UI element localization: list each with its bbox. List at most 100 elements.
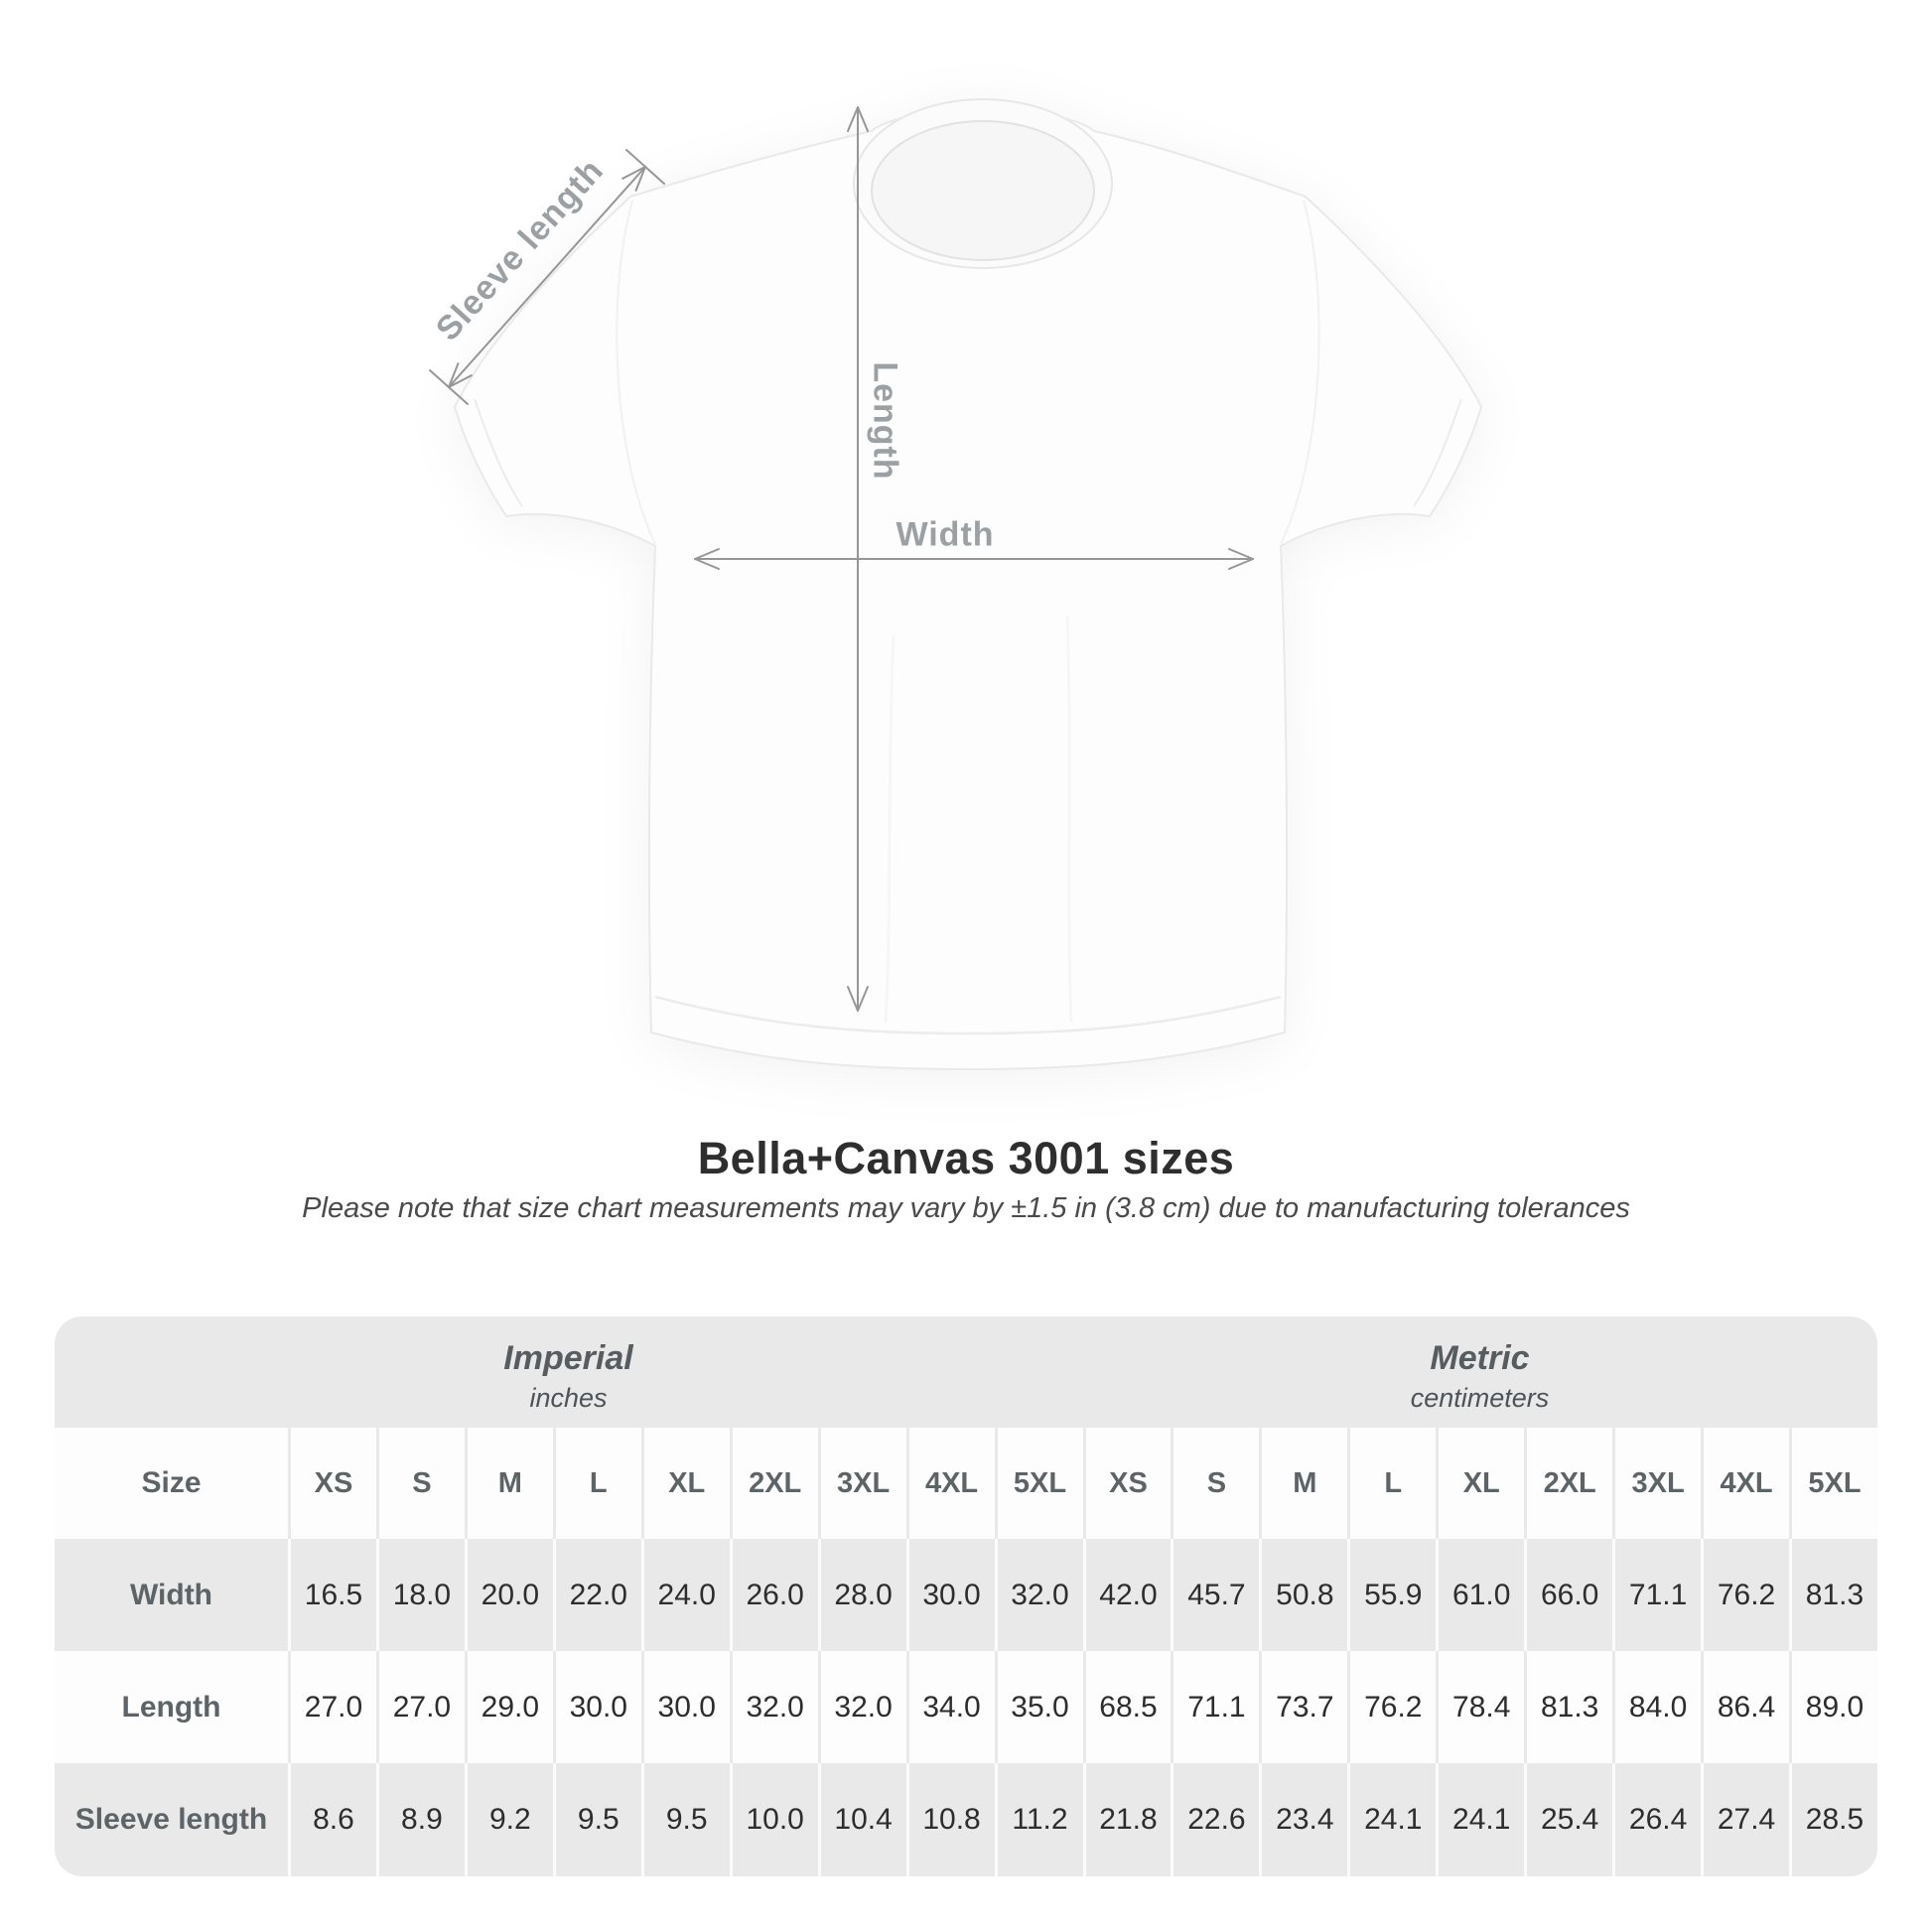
size-column-header: 5XL [994, 1428, 1083, 1539]
table-cell: 86.4 [1701, 1651, 1789, 1763]
table-cell: 68.5 [1082, 1651, 1172, 1763]
sleeve-metric-values: 21.8 22.6 23.4 24.1 24.1 25.4 26.4 27.4 28.5 [1082, 1763, 1878, 1876]
size-column-header: 5XL [1789, 1428, 1877, 1539]
table-cell: 27.0 [375, 1651, 465, 1763]
table-cell: 81.3 [1789, 1539, 1877, 1651]
size-header-row: Size XS S M L XL 2XL 3XL 4XL 5XL XS S M L XL 2XL 3XL 4X… [55, 1428, 1877, 1539]
table-cell: 84.0 [1612, 1651, 1701, 1763]
table-cell: 45.7 [1171, 1539, 1259, 1651]
width-arrow [694, 548, 1254, 570]
table-cell: 24.1 [1347, 1763, 1436, 1876]
table-cell: 30.0 [905, 1539, 995, 1651]
size-column-header: 2XL [729, 1428, 818, 1539]
table-cell: 35.0 [994, 1651, 1083, 1763]
table-cell: 73.7 [1259, 1651, 1347, 1763]
table-cell: 20.0 [464, 1539, 553, 1651]
left-armhole-seam [616, 200, 656, 545]
table-cell: 42.0 [1082, 1539, 1172, 1651]
table-cell: 22.6 [1171, 1763, 1259, 1876]
page-title: Bella+Canvas 3001 sizes [697, 1133, 1235, 1183]
table-cell: 61.0 [1436, 1539, 1524, 1651]
size-column-header: M [1259, 1428, 1347, 1539]
size-column-header: 4XL [1701, 1428, 1789, 1539]
size-column-header: L [552, 1428, 641, 1539]
table-cell: 32.0 [729, 1651, 818, 1763]
row-label-width: Width [129, 1578, 213, 1611]
table-cell: 29.0 [464, 1651, 553, 1763]
metric-group-unit: centimeters [1410, 1382, 1550, 1413]
table-cell: 27.0 [288, 1651, 376, 1763]
table-cell: 81.3 [1524, 1651, 1612, 1763]
table-cell: 32.0 [817, 1651, 906, 1763]
table-cell: 30.0 [552, 1651, 641, 1763]
imperial-group-header: Imperial inches [55, 1316, 1082, 1428]
table-row-width: Width 16.5 18.0 20.0 22.0 24.0 26.0 28.0 30.0 32… [55, 1539, 1877, 1651]
table-cell: 23.4 [1259, 1763, 1347, 1876]
table-cell: 22.0 [552, 1539, 641, 1651]
tshirt-body [453, 109, 1483, 1071]
table-cell: 24.0 [640, 1539, 730, 1651]
table-cell: 10.4 [817, 1763, 906, 1876]
table-cell: 71.1 [1171, 1651, 1259, 1763]
table-row-sleeve-length: Sleeve length 8.6 8.9 9.2 9.5 9.5 10.0 10.4 10.… [55, 1763, 1877, 1876]
table-cell: 32.0 [994, 1539, 1083, 1651]
size-header-cell: Size [141, 1466, 202, 1499]
table-cell: 89.0 [1789, 1651, 1877, 1763]
metric-group-header: Metric centimeters [1082, 1316, 1877, 1428]
table-cell: 16.5 [288, 1539, 376, 1651]
sleeve-length-arrow [429, 149, 665, 405]
size-column-header: XS [288, 1428, 376, 1539]
length-metric-values: 68.5 71.1 73.7 76.2 78.4 81.3 84.0 86.4 89.0 [1082, 1651, 1878, 1763]
body-wrinkle [1065, 615, 1073, 1024]
table-cell: 8.9 [375, 1763, 465, 1876]
table-cell: 24.1 [1436, 1763, 1524, 1876]
row-label-length: Length [121, 1690, 221, 1724]
size-column-header: 4XL [905, 1428, 995, 1539]
length-imperial-values: 27.0 27.0 29.0 30.0 30.0 32.0 32.0 34.0 35.0 [288, 1651, 1083, 1763]
width-label: Width [896, 515, 995, 554]
right-cuff-stitch [1413, 398, 1462, 507]
table-row-length: Length 27.0 27.0 29.0 30.0 30.0 32.0 32.0 34.0 3… [55, 1651, 1877, 1763]
table-cell: 9.5 [640, 1763, 730, 1876]
metric-group-label: Metric [1430, 1338, 1530, 1377]
table-cell: 30.0 [640, 1651, 730, 1763]
table-cell: 28.0 [817, 1539, 906, 1651]
table-cell: 9.2 [464, 1763, 553, 1876]
right-armhole-seam [1280, 200, 1320, 545]
table-cell: 8.6 [288, 1763, 376, 1876]
size-column-header: S [1171, 1428, 1259, 1539]
table-cell: 18.0 [375, 1539, 465, 1651]
table-cell: 76.2 [1701, 1539, 1789, 1651]
page-subtitle: Please note that size chart measurements… [302, 1192, 1630, 1224]
metric-size-headers: XS S M L XL 2XL 3XL 4XL 5XL [1082, 1428, 1878, 1539]
size-column-header: 2XL [1524, 1428, 1612, 1539]
hem-stitch [654, 995, 1282, 1035]
size-column-header: 3XL [1612, 1428, 1701, 1539]
sleeve-imperial-values: 8.6 8.9 9.2 9.5 9.5 10.0 10.4 10.8 11.2 [288, 1763, 1083, 1876]
imperial-size-headers: XS S M L XL 2XL 3XL 4XL 5XL [288, 1428, 1083, 1539]
size-column-header: XL [640, 1428, 730, 1539]
table-cell: 66.0 [1524, 1539, 1612, 1651]
size-table: Imperial inches Metric centimeters Size … [55, 1316, 1877, 1876]
table-cell: 71.1 [1612, 1539, 1701, 1651]
table-cell: 28.5 [1789, 1763, 1877, 1876]
size-column-header: M [464, 1428, 553, 1539]
unit-group-band: Imperial inches Metric centimeters [55, 1316, 1877, 1428]
size-column-header: 3XL [817, 1428, 906, 1539]
table-cell: 76.2 [1347, 1651, 1436, 1763]
table-cell: 78.4 [1436, 1651, 1524, 1763]
tshirt-illustration [429, 98, 1483, 1071]
table-cell: 26.0 [729, 1539, 818, 1651]
table-cell: 34.0 [905, 1651, 995, 1763]
tshirt-shape [453, 98, 1483, 1071]
size-column-header: XL [1436, 1428, 1524, 1539]
imperial-group-label: Imperial [503, 1338, 633, 1377]
collar-inner [871, 120, 1095, 261]
table-cell: 25.4 [1524, 1763, 1612, 1876]
size-column-header: XS [1082, 1428, 1172, 1539]
tshirt-diagram: Sleeve length Length Width [429, 98, 1483, 1071]
table-cell: 10.0 [729, 1763, 818, 1876]
size-column-header: L [1347, 1428, 1436, 1539]
imperial-group-unit: inches [529, 1382, 608, 1413]
